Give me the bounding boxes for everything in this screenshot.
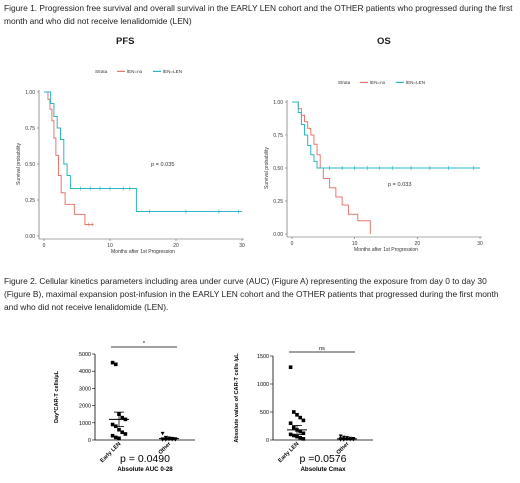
auc-chart: 0 1000 2000 3000 4000 5000 Day*CAR-T cells/µL *… xyxy=(54,341,195,473)
y-tick-label: 3000 xyxy=(79,386,91,392)
y-tick-label: 1000 xyxy=(257,382,269,388)
legend-label-1: lEN=LEN xyxy=(406,80,425,85)
y-tick-label: 4000 xyxy=(79,369,91,375)
data-point-early-len xyxy=(110,433,115,438)
y-tick-label: 1.00 xyxy=(273,100,283,106)
y-tick-label: 0.00 xyxy=(273,232,283,238)
data-point-early-len xyxy=(295,434,299,439)
os-chart: Strata lEN=no lEN=LEN 0.00 0.25 0.50 0.75 1.00 0… xyxy=(264,80,483,253)
x-axis-label: Absolute Cmax xyxy=(300,466,346,473)
figure2-caption: Figure 2. Cellular kinetics parameters i… xyxy=(4,276,499,312)
significance-label: * xyxy=(143,341,146,347)
x-tick-label: 20 xyxy=(173,243,179,249)
y-tick-label: 500 xyxy=(260,410,269,416)
y-tick-label: 1500 xyxy=(257,354,269,360)
os-title: OS xyxy=(377,36,391,47)
p-value-label: p = 0.0490 xyxy=(120,453,170,465)
y-tick-label: 0.25 xyxy=(273,199,283,205)
figure1-caption: Figure 1. Progression free survival and … xyxy=(4,3,513,26)
p-value-annotation: p = 0.033 xyxy=(388,182,411,188)
x-axis-label: Months after 1st Progression xyxy=(111,249,175,255)
x-tick-label: 10 xyxy=(107,243,113,249)
data-point-early-len xyxy=(288,365,293,369)
y-tick-label: 0.25 xyxy=(25,198,35,204)
legend-label-0: lEN=no xyxy=(370,80,386,85)
y-tick-label: 0 xyxy=(266,438,269,444)
y-tick-label: 5000 xyxy=(79,352,91,358)
legend-title: Strata xyxy=(338,80,351,85)
y-tick-label: 1000 xyxy=(79,421,91,427)
y-axis-label: Day*CAR-T cells/µL xyxy=(54,370,60,423)
legend-title: Strata xyxy=(95,69,108,74)
data-point-early-len xyxy=(292,425,296,430)
x-tick-label: 30 xyxy=(477,241,483,247)
data-point-early-len xyxy=(292,410,296,414)
y-tick-label: 1.00 xyxy=(25,90,35,96)
y-axis-label: Survival probability xyxy=(16,143,22,185)
legend-label-1: lEN=LEN xyxy=(163,69,182,74)
data-point-early-len xyxy=(298,435,302,440)
x-tick-label: 0 xyxy=(43,243,46,249)
data-point-early-len xyxy=(123,432,128,436)
data-point-early-len xyxy=(110,422,115,427)
data-point-early-len xyxy=(117,436,121,441)
significance-label: ns xyxy=(319,346,325,352)
x-axis-label: Months after 1st Progression xyxy=(354,247,418,253)
p-value-label: p =0.0576 xyxy=(299,453,346,465)
data-point-early-len xyxy=(110,360,115,365)
data-point-early-len xyxy=(301,418,306,423)
data-point-other xyxy=(163,435,168,440)
y-tick-label: 0.75 xyxy=(273,133,283,139)
km-curve-0 xyxy=(292,101,371,234)
data-point-early-len xyxy=(120,430,124,435)
data-point-other xyxy=(338,434,343,438)
data-point-early-len xyxy=(301,437,306,441)
y-tick-label: 2000 xyxy=(79,404,91,410)
x-tick-label: 20 xyxy=(415,241,421,247)
data-point-early-len xyxy=(288,421,293,425)
category-label: Early LEN xyxy=(277,441,300,464)
category-label: Early LEN xyxy=(99,441,122,464)
x-axis-label: Absolute AUC 0-28 xyxy=(117,466,173,473)
pfs-title: PFS xyxy=(116,36,135,47)
data-point-early-len xyxy=(114,435,118,440)
data-point-early-len xyxy=(114,362,118,367)
data-point-other xyxy=(341,435,346,439)
pfs-chart: Strata lEN=no lEN=LEN 0.00 0.25 0.50 0.75 1.00 0… xyxy=(16,69,245,255)
data-point-early-len xyxy=(292,433,296,438)
data-point-early-len xyxy=(117,427,121,432)
km-curve-0 xyxy=(44,91,94,225)
data-point-early-len xyxy=(288,432,293,437)
y-axis-label: Absolute value of CAR-T cells /µL xyxy=(234,353,240,443)
km-curve-1 xyxy=(44,91,242,213)
x-tick-label: 0 xyxy=(291,241,294,247)
data-point-early-len xyxy=(301,431,306,436)
data-point-other xyxy=(160,431,165,436)
data-point-early-len xyxy=(298,429,302,434)
x-tick-label: 30 xyxy=(239,243,245,249)
y-tick-label: 0.75 xyxy=(25,126,35,132)
data-point-early-len xyxy=(120,415,124,420)
y-tick-label: 0.50 xyxy=(273,166,283,172)
y-axis-label: Survival probability xyxy=(264,147,270,189)
data-point-early-len xyxy=(298,415,302,420)
legend-label-0: lEN=no xyxy=(127,69,143,74)
y-tick-label: 0 xyxy=(88,438,91,444)
x-tick-label: 10 xyxy=(352,241,358,247)
data-point-early-len xyxy=(295,413,299,417)
cmax-chart: 0 500 1000 1500 Absolute value of CAR-T cell… xyxy=(234,346,373,473)
y-tick-label: 0.50 xyxy=(25,162,35,168)
p-value-annotation: p = 0.035 xyxy=(151,162,174,168)
y-tick-label: 0.00 xyxy=(25,234,35,240)
km-curve-1 xyxy=(292,101,480,169)
